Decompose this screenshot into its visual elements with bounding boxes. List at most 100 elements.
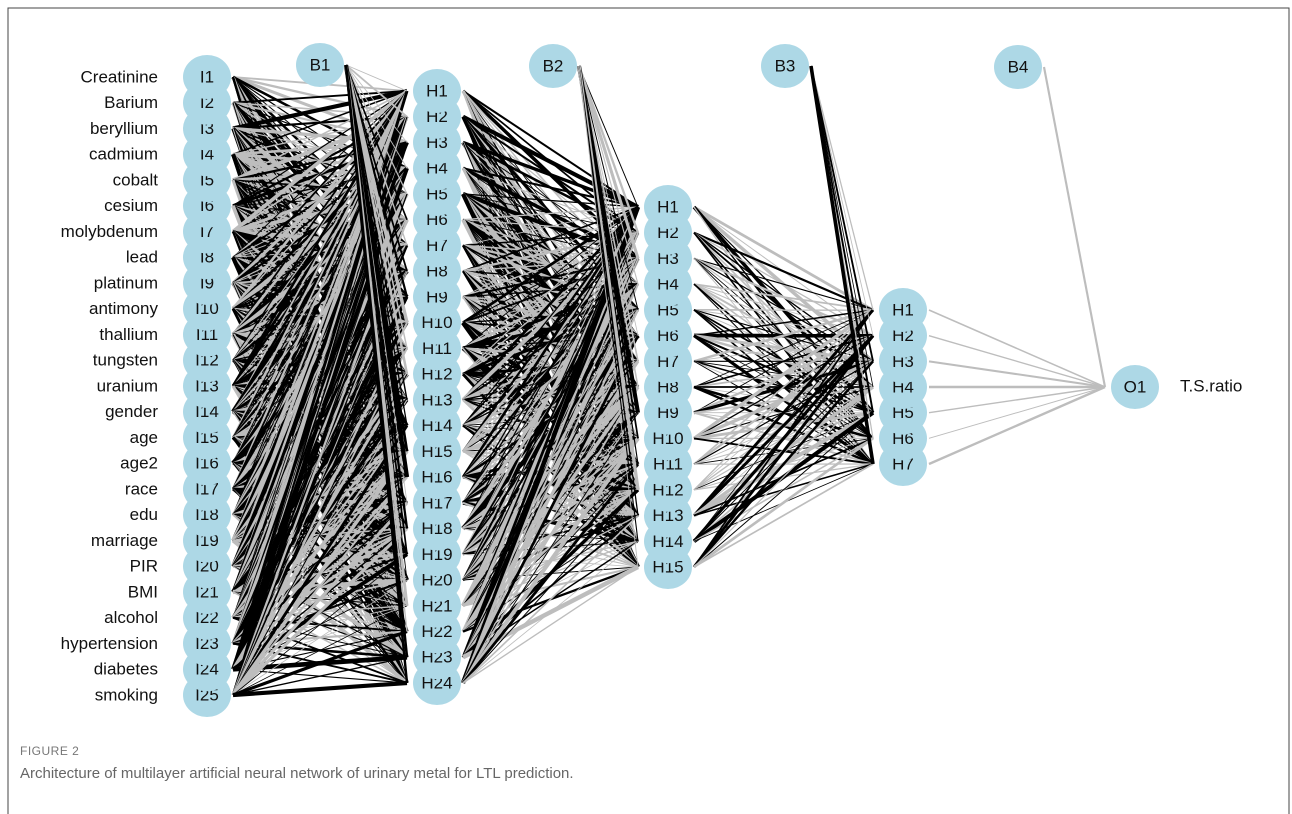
connection xyxy=(693,309,874,542)
connection xyxy=(462,309,639,684)
input-label: race xyxy=(125,479,158,498)
connection xyxy=(462,566,639,684)
output-label: T.S.ratio xyxy=(1180,376,1242,395)
connection xyxy=(232,680,408,698)
node-label: H10 xyxy=(421,313,452,332)
connection xyxy=(231,527,409,697)
connection xyxy=(928,386,1106,414)
connection xyxy=(344,64,409,684)
input-label: diabetes xyxy=(94,660,158,679)
connection xyxy=(462,489,639,684)
connection xyxy=(231,219,409,696)
input-label: cobalt xyxy=(113,170,159,189)
connection xyxy=(344,64,409,375)
connection xyxy=(232,90,408,618)
input-label: age2 xyxy=(120,454,158,473)
connection xyxy=(232,90,408,284)
connection xyxy=(693,231,874,311)
connection xyxy=(578,65,639,336)
connection xyxy=(693,437,874,569)
node-label: B2 xyxy=(543,56,564,75)
connection xyxy=(578,65,639,285)
node-label: H15 xyxy=(421,442,452,461)
connection xyxy=(462,140,639,209)
connection xyxy=(809,65,875,465)
connection xyxy=(928,309,1106,388)
node-label: B4 xyxy=(1008,57,1029,76)
connection xyxy=(232,553,408,696)
connection xyxy=(232,630,408,697)
input-label: age xyxy=(130,428,158,447)
input-label: molybdenum xyxy=(61,222,158,241)
node-label: O1 xyxy=(1124,377,1147,396)
node-label: H13 xyxy=(652,506,683,525)
connection xyxy=(345,64,408,143)
connection xyxy=(232,476,408,696)
connection xyxy=(462,258,639,684)
connection xyxy=(462,206,639,298)
input-label: cesium xyxy=(104,196,158,215)
connection xyxy=(693,412,874,568)
connection xyxy=(693,308,874,440)
connection xyxy=(928,360,1106,389)
connection xyxy=(693,360,874,568)
node xyxy=(994,45,1042,89)
node xyxy=(413,69,461,113)
connection xyxy=(693,308,874,363)
connection xyxy=(232,347,408,696)
node-label: H1 xyxy=(426,81,448,100)
connection xyxy=(462,193,639,208)
connection xyxy=(693,309,874,337)
node-label: H12 xyxy=(652,480,683,499)
figure-caption: Architecture of multilayer artificial ne… xyxy=(20,765,574,782)
node-label: H17 xyxy=(421,493,452,512)
input-label: marriage xyxy=(91,531,158,550)
figure-label: FIGURE 2 xyxy=(20,744,79,758)
connection xyxy=(344,64,409,324)
node-label: H14 xyxy=(421,416,452,435)
node xyxy=(879,288,927,332)
node-label: H23 xyxy=(421,648,452,667)
node xyxy=(761,44,809,88)
connection xyxy=(232,90,408,438)
connection xyxy=(578,65,639,208)
connection xyxy=(345,64,408,92)
connection xyxy=(231,90,409,310)
connection xyxy=(1042,66,1107,388)
node-label: H16 xyxy=(421,468,452,487)
node-label: H10 xyxy=(652,429,683,448)
connection xyxy=(462,283,639,684)
node-label: I1 xyxy=(200,67,214,86)
node-label: H22 xyxy=(421,622,452,641)
connection xyxy=(232,579,408,696)
node-label: H19 xyxy=(421,545,452,564)
connection xyxy=(462,361,639,684)
input-label: Barium xyxy=(104,93,158,112)
connection xyxy=(578,65,639,568)
connection xyxy=(232,90,408,207)
figure-frame xyxy=(7,7,1290,814)
node-label: H12 xyxy=(421,365,452,384)
input-label: beryllium xyxy=(90,119,158,138)
connection xyxy=(693,205,874,312)
input-label: platinum xyxy=(94,273,158,292)
input-label: gender xyxy=(105,402,158,421)
node-label: H24 xyxy=(421,673,452,692)
connection xyxy=(231,450,409,697)
connection xyxy=(232,88,408,131)
connection xyxy=(461,437,640,685)
connection xyxy=(232,90,408,464)
connection xyxy=(462,206,639,529)
connection xyxy=(231,90,409,387)
connection xyxy=(231,424,409,696)
connection xyxy=(462,206,639,221)
connection xyxy=(462,114,639,209)
connection xyxy=(462,412,639,684)
input-label: tungsten xyxy=(93,351,158,370)
input-label: alcohol xyxy=(104,608,158,627)
nodes: Creatinine Barium beryllium cadmium cobalt ce… xyxy=(61,43,1242,717)
node xyxy=(644,185,692,229)
connection xyxy=(231,501,409,697)
connection xyxy=(462,514,639,684)
